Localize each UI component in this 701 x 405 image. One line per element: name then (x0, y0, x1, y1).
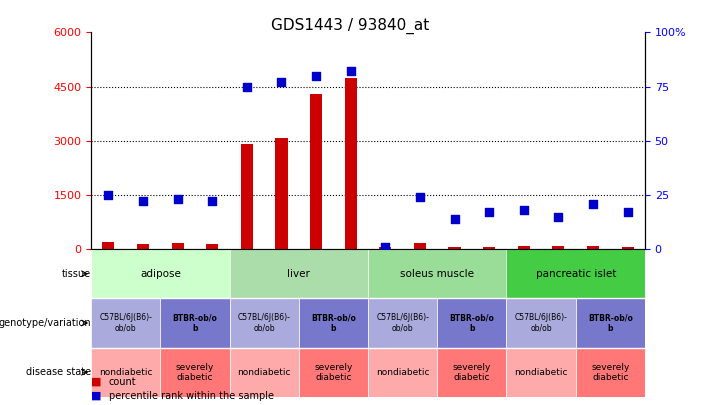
Bar (449, 247, 461, 249)
Text: BTBR-ob/o
b: BTBR-ob/o b (172, 313, 217, 333)
Bar (310, 94, 322, 249)
FancyBboxPatch shape (437, 347, 507, 397)
Text: severely
diabetic: severely diabetic (591, 362, 629, 382)
Text: C57BL/6J(B6)-
ob/ob: C57BL/6J(B6)- ob/ob (515, 313, 568, 333)
FancyBboxPatch shape (299, 347, 368, 397)
FancyBboxPatch shape (91, 298, 161, 347)
Text: tissue: tissue (62, 269, 91, 279)
Point (137, 198, 149, 205)
Text: count: count (109, 377, 136, 387)
Bar (414, 243, 426, 249)
Text: ■: ■ (91, 377, 102, 387)
Point (311, 72, 322, 79)
FancyBboxPatch shape (507, 347, 576, 397)
Point (241, 83, 252, 90)
Bar (622, 247, 634, 249)
Text: BTBR-ob/o
b: BTBR-ob/o b (449, 313, 494, 333)
FancyBboxPatch shape (368, 347, 437, 397)
Point (622, 209, 633, 215)
Bar (172, 243, 184, 249)
Text: BTBR-ob/o
b: BTBR-ob/o b (588, 313, 633, 333)
Bar (137, 245, 149, 249)
Text: pancreatic islet: pancreatic islet (536, 269, 616, 279)
Point (414, 194, 426, 200)
Point (172, 196, 183, 202)
Bar (206, 245, 218, 249)
FancyBboxPatch shape (368, 249, 507, 298)
Text: C57BL/6J(B6)-
ob/ob: C57BL/6J(B6)- ob/ob (238, 313, 291, 333)
FancyBboxPatch shape (230, 347, 299, 397)
Point (103, 192, 114, 198)
FancyBboxPatch shape (507, 298, 576, 347)
Text: severely
diabetic: severely diabetic (176, 362, 214, 382)
Point (484, 209, 495, 215)
Text: nondiabetic: nondiabetic (376, 368, 430, 377)
Text: ■: ■ (91, 391, 102, 401)
FancyBboxPatch shape (91, 347, 161, 397)
FancyBboxPatch shape (161, 298, 230, 347)
Point (553, 213, 564, 220)
Text: GDS1443 / 93840_at: GDS1443 / 93840_at (271, 18, 430, 34)
Bar (345, 77, 357, 249)
Text: percentile rank within the sample: percentile rank within the sample (109, 391, 273, 401)
Bar (552, 246, 564, 249)
FancyBboxPatch shape (437, 298, 507, 347)
Point (380, 244, 391, 250)
Bar (102, 242, 114, 249)
Text: nondiabetic: nondiabetic (515, 368, 568, 377)
FancyBboxPatch shape (230, 249, 368, 298)
Text: nondiabetic: nondiabetic (99, 368, 153, 377)
Text: BTBR-ob/o
b: BTBR-ob/o b (311, 313, 356, 333)
Text: nondiabetic: nondiabetic (238, 368, 291, 377)
Bar (241, 144, 253, 249)
Point (587, 200, 599, 207)
Text: liver: liver (287, 269, 311, 279)
FancyBboxPatch shape (230, 298, 299, 347)
Text: soleus muscle: soleus muscle (400, 269, 475, 279)
Text: adipose: adipose (140, 269, 181, 279)
Bar (379, 247, 391, 249)
FancyBboxPatch shape (368, 298, 437, 347)
Text: C57BL/6J(B6)-
ob/ob: C57BL/6J(B6)- ob/ob (100, 313, 152, 333)
Bar (275, 138, 287, 249)
Bar (483, 247, 495, 249)
Point (518, 207, 529, 213)
Bar (518, 246, 530, 249)
FancyBboxPatch shape (161, 347, 230, 397)
Text: severely
diabetic: severely diabetic (314, 362, 353, 382)
Text: C57BL/6J(B6)-
ob/ob: C57BL/6J(B6)- ob/ob (376, 313, 429, 333)
Text: severely
diabetic: severely diabetic (453, 362, 491, 382)
FancyBboxPatch shape (576, 298, 645, 347)
FancyBboxPatch shape (299, 298, 368, 347)
FancyBboxPatch shape (507, 249, 645, 298)
Point (449, 215, 460, 222)
Text: genotype/variation: genotype/variation (0, 318, 91, 328)
Point (276, 79, 287, 85)
Point (207, 198, 218, 205)
FancyBboxPatch shape (91, 249, 230, 298)
FancyBboxPatch shape (576, 347, 645, 397)
Point (345, 68, 356, 75)
Text: disease state: disease state (26, 367, 91, 377)
Bar (587, 245, 599, 249)
